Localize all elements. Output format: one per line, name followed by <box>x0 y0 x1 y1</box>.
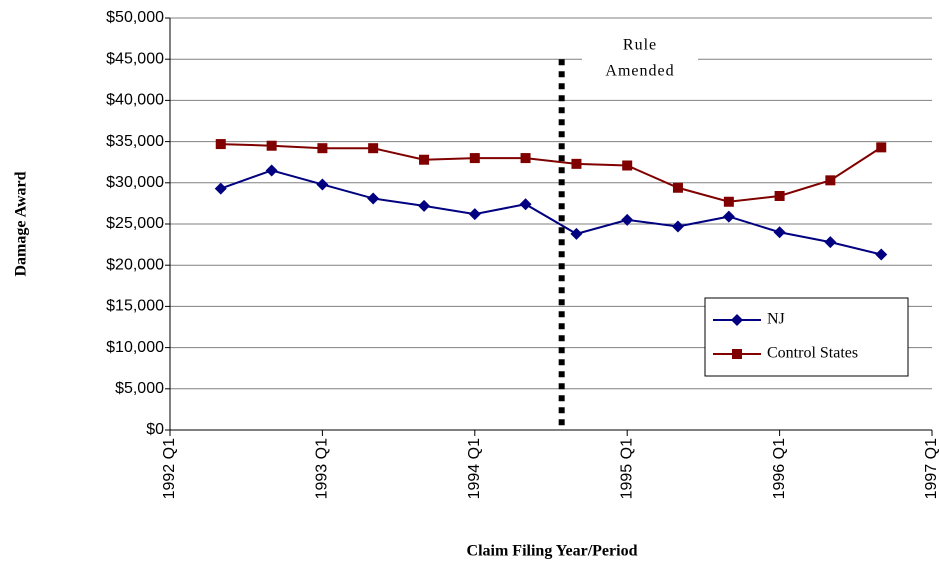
y-tick-label: $50,000 <box>106 9 164 26</box>
y-tick-label: $0 <box>146 421 164 438</box>
point <box>774 190 785 201</box>
point <box>773 226 786 239</box>
y-tick-label: $30,000 <box>106 174 164 191</box>
y-tick-label: $25,000 <box>106 215 164 232</box>
y-axis-title: Damage Award <box>13 171 30 276</box>
point <box>825 175 836 186</box>
annotation-text: Rule <box>623 37 657 54</box>
x-tick-label: 1994 Q1 <box>466 438 483 499</box>
point <box>419 154 430 165</box>
point <box>316 178 329 191</box>
point <box>722 210 735 223</box>
point <box>731 314 743 326</box>
point <box>368 143 379 154</box>
point <box>876 142 887 153</box>
point <box>265 164 278 177</box>
point <box>367 192 380 205</box>
point <box>571 158 582 169</box>
legend-label: Control States <box>767 345 858 362</box>
point <box>468 208 481 221</box>
legend-box <box>704 297 909 377</box>
series-line <box>220 143 882 203</box>
series-line <box>220 169 882 256</box>
annotation-text: Amended <box>605 63 674 80</box>
annotation-box <box>582 32 698 90</box>
point <box>875 248 888 261</box>
y-tick-label: $45,000 <box>106 50 164 67</box>
point <box>570 227 583 240</box>
y-tick-label: $15,000 <box>106 298 164 315</box>
point <box>317 143 328 154</box>
x-axis-title: Claim Filing Year/Period <box>467 543 638 560</box>
point <box>672 182 683 193</box>
y-tick-label: $5,000 <box>115 380 164 397</box>
x-tick-label: 1995 Q1 <box>618 438 635 499</box>
point <box>723 196 734 207</box>
y-tick-label: $35,000 <box>106 133 164 150</box>
point <box>622 160 633 171</box>
x-tick-label: 1992 Q1 <box>161 438 178 499</box>
x-tick-label: 1997 Q1 <box>923 438 940 499</box>
y-tick-label: $10,000 <box>106 339 164 356</box>
legend-label: NJ <box>767 311 785 328</box>
point <box>266 140 277 151</box>
point <box>671 220 684 233</box>
x-tick-label: 1993 Q1 <box>314 438 331 499</box>
point <box>215 139 226 150</box>
point <box>621 213 634 226</box>
point <box>824 236 837 249</box>
point <box>418 199 431 212</box>
point <box>519 198 532 211</box>
point <box>732 349 742 359</box>
point <box>520 153 531 164</box>
point <box>469 153 480 164</box>
point <box>214 182 227 195</box>
y-tick-label: $20,000 <box>106 256 164 273</box>
y-tick-label: $40,000 <box>106 92 164 109</box>
x-tick-label: 1996 Q1 <box>771 438 788 499</box>
